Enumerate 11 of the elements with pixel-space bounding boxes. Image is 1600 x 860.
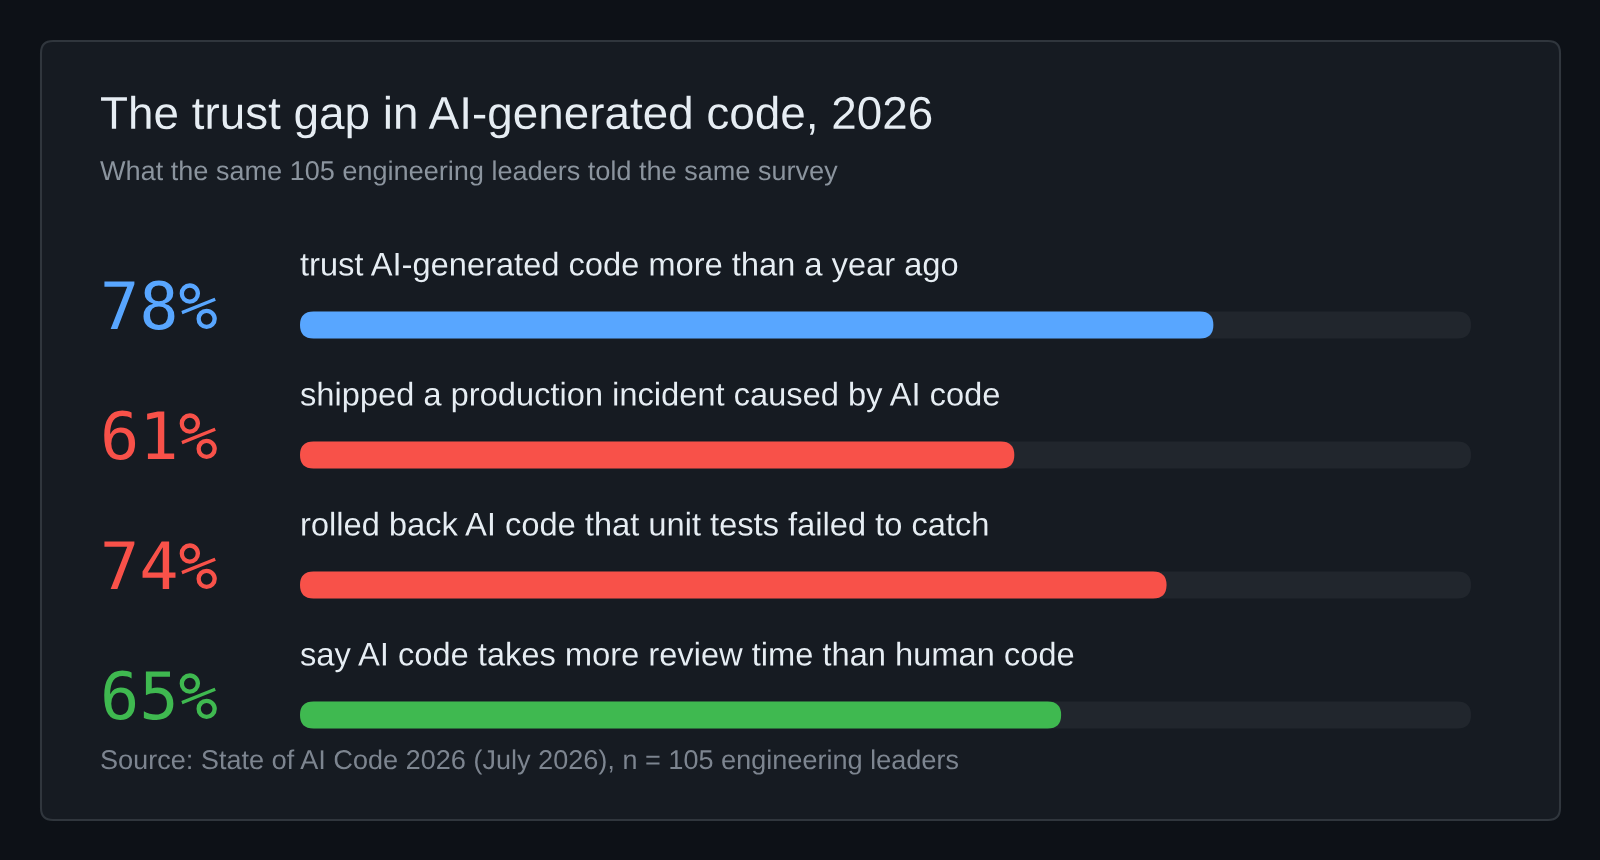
chart-title: The trust gap in AI-generated code, 2026 xyxy=(101,95,932,139)
data-label: 74% xyxy=(104,541,217,589)
y-tick-label: trust AI-generated code more than a year ago xyxy=(300,251,958,283)
y-tick-label: say AI code takes more review time than human code xyxy=(300,641,1074,673)
y-tick-label: shipped a production incident caused by AI code xyxy=(300,381,999,413)
data-label: 78% xyxy=(104,280,217,330)
y-tick-label: rolled back AI code that unit tests failed to catch xyxy=(302,511,988,536)
source-note: Source: State of AI Code 2026 (July 2026), n = 105 engineering leaders xyxy=(101,749,958,775)
data-label: 61% xyxy=(104,410,217,460)
chart-subtitle: What the same 105 engineering leaders told the same survey xyxy=(100,160,838,186)
data-label: 65% xyxy=(104,670,217,720)
